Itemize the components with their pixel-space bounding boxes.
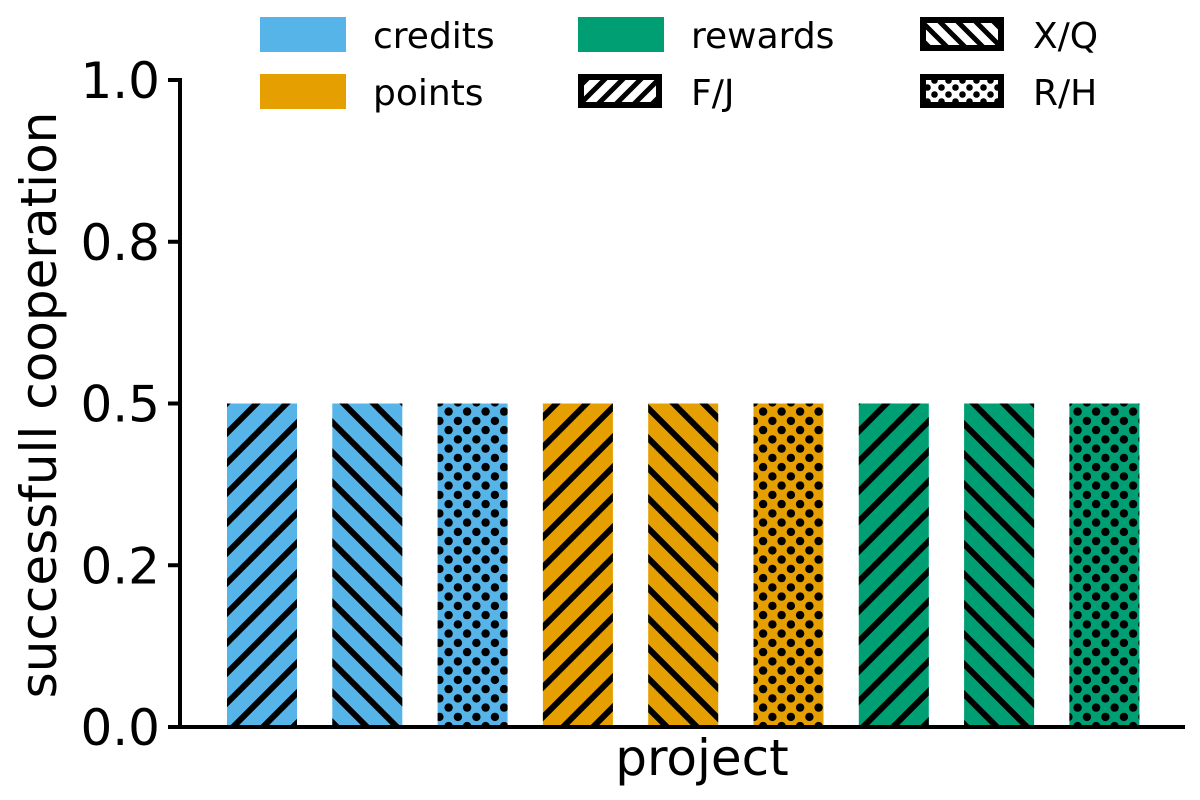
legend-entry-points: points: [260, 73, 484, 114]
bar-rewards-FJ: [858, 403, 929, 727]
legend-label: X/Q: [1033, 16, 1098, 57]
legend-swatch-hatch: [923, 20, 1001, 48]
y-axis-ticks: 0.0 0.2 0.5 0.8 1.0: [80, 52, 180, 757]
legend-label: rewards: [691, 16, 834, 57]
legend-label: points: [373, 73, 484, 114]
legend-swatch-border: [920, 17, 1004, 51]
legend-entry-credits: credits: [260, 16, 495, 57]
bar-hatch: [1069, 403, 1140, 727]
y-tick-label: 0.2: [80, 537, 160, 595]
legend-swatch-border: [578, 74, 662, 108]
legend-label: credits: [373, 16, 495, 57]
bar-rewards-RH: [1069, 403, 1140, 727]
bar-hatch: [332, 403, 403, 727]
bar-points-XQ: [648, 403, 719, 727]
bar-points-RH: [753, 403, 824, 727]
bar-hatch: [542, 403, 613, 727]
legend-entry-fj: F/J: [578, 73, 734, 114]
bar-hatch: [648, 403, 719, 727]
bar-credits-XQ: [332, 403, 403, 727]
legend-entry-rh: R/H: [920, 73, 1097, 114]
bars: [227, 403, 1140, 727]
bar-hatch: [964, 403, 1035, 727]
legend-swatch-border: [920, 74, 1004, 108]
bar-hatch: [753, 403, 824, 727]
legend-entry-xq: X/Q: [920, 16, 1098, 57]
legend-swatch: [578, 17, 664, 52]
y-tick-label: 0.8: [80, 214, 160, 272]
legend-label: R/H: [1033, 73, 1097, 114]
legend-swatch: [260, 74, 346, 109]
bar-hatch: [227, 403, 297, 727]
legend-entry-rewards: rewards: [578, 16, 834, 57]
legend: credits points rewards F/J X/Q R/H: [260, 16, 1098, 114]
legend-swatch-hatch: [923, 77, 1001, 105]
bar-hatch: [437, 403, 508, 727]
legend-swatch: [260, 17, 346, 52]
x-axis-title: project: [615, 729, 789, 787]
y-tick-label: 1.0: [80, 52, 160, 110]
bar-credits-RH: [437, 403, 508, 727]
legend-swatch-hatch: [581, 77, 659, 105]
bar-hatch: [858, 403, 929, 727]
bar-rewards-XQ: [964, 403, 1035, 727]
y-tick-label: 0.5: [80, 376, 160, 434]
bar-credits-FJ: [227, 403, 297, 727]
y-axis-title: successfull cooperation: [10, 112, 68, 699]
legend-label: F/J: [691, 73, 734, 114]
bar-points-FJ: [542, 403, 613, 727]
y-tick-label: 0.0: [80, 699, 160, 757]
